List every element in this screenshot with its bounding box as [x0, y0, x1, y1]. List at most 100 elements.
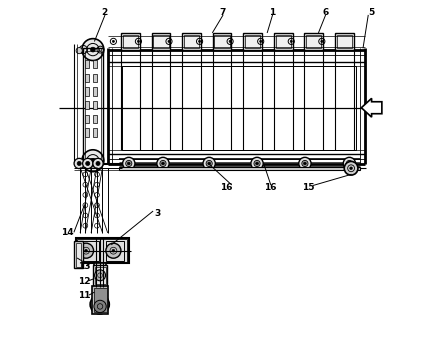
Circle shape — [321, 40, 323, 42]
Circle shape — [90, 295, 109, 314]
Bar — [93, 128, 97, 137]
Bar — [106, 241, 124, 261]
Circle shape — [168, 40, 170, 42]
Bar — [76, 243, 81, 267]
Circle shape — [346, 160, 353, 167]
Circle shape — [74, 158, 84, 169]
Bar — [86, 51, 101, 158]
Bar — [335, 33, 354, 50]
Circle shape — [344, 161, 358, 175]
Text: 16: 16 — [264, 183, 277, 192]
Bar — [85, 101, 89, 109]
FancyArrow shape — [361, 98, 382, 117]
Bar — [77, 239, 127, 262]
Bar — [95, 267, 105, 284]
Circle shape — [83, 158, 93, 169]
Circle shape — [299, 157, 311, 170]
Circle shape — [123, 157, 135, 170]
Bar — [123, 35, 138, 48]
Text: 6: 6 — [322, 9, 329, 17]
Bar — [153, 35, 168, 48]
Text: 5: 5 — [368, 9, 375, 17]
Circle shape — [90, 47, 95, 52]
Text: 14: 14 — [61, 228, 73, 237]
Circle shape — [304, 162, 306, 165]
Circle shape — [76, 48, 82, 54]
Text: 13: 13 — [78, 262, 91, 271]
Circle shape — [106, 243, 121, 258]
Circle shape — [95, 270, 105, 281]
Bar — [93, 74, 97, 82]
Circle shape — [157, 157, 169, 170]
Bar — [182, 33, 201, 50]
Bar — [276, 35, 291, 48]
Circle shape — [290, 40, 292, 42]
Circle shape — [251, 157, 263, 170]
Text: 7: 7 — [219, 9, 226, 17]
Text: 12: 12 — [78, 277, 91, 286]
Text: 3: 3 — [155, 209, 161, 218]
Bar — [94, 263, 106, 304]
Circle shape — [94, 300, 106, 313]
Bar — [93, 87, 97, 96]
Bar — [93, 101, 97, 109]
Bar — [305, 33, 323, 50]
Bar — [95, 265, 104, 303]
Bar — [74, 241, 83, 268]
Circle shape — [126, 160, 132, 167]
Circle shape — [348, 162, 351, 165]
Circle shape — [96, 161, 100, 166]
Circle shape — [90, 158, 95, 163]
Bar — [76, 238, 129, 263]
Bar — [184, 35, 199, 48]
Bar — [152, 33, 170, 50]
Circle shape — [82, 150, 104, 172]
Text: 1: 1 — [269, 9, 276, 17]
Circle shape — [199, 40, 200, 42]
Bar — [274, 33, 292, 50]
Bar — [85, 60, 89, 68]
Bar — [93, 60, 97, 68]
Bar — [94, 288, 107, 312]
Circle shape — [77, 161, 81, 166]
Bar — [92, 286, 108, 314]
Circle shape — [302, 160, 308, 167]
Bar — [121, 33, 140, 50]
Text: 15: 15 — [302, 183, 314, 192]
Circle shape — [112, 40, 114, 42]
Circle shape — [127, 162, 130, 165]
Circle shape — [208, 162, 210, 165]
Circle shape — [256, 162, 258, 165]
Text: 16: 16 — [220, 183, 232, 192]
Bar — [78, 241, 98, 261]
Bar — [83, 48, 103, 161]
Bar — [306, 35, 321, 48]
Bar — [337, 35, 352, 48]
Bar — [85, 74, 89, 82]
Circle shape — [97, 302, 102, 307]
Bar — [85, 87, 89, 96]
Circle shape — [112, 249, 115, 252]
Circle shape — [260, 40, 262, 42]
Bar — [214, 35, 230, 48]
Circle shape — [350, 167, 353, 170]
Text: 2: 2 — [102, 9, 108, 17]
Bar — [122, 66, 356, 150]
Circle shape — [82, 39, 104, 61]
Circle shape — [206, 160, 212, 167]
Circle shape — [254, 160, 260, 167]
Bar — [85, 128, 89, 137]
Text: 11: 11 — [78, 291, 91, 300]
Circle shape — [85, 249, 87, 252]
Bar — [85, 115, 89, 123]
Circle shape — [86, 161, 90, 166]
Circle shape — [343, 157, 356, 170]
Circle shape — [229, 40, 231, 42]
Bar — [243, 33, 262, 50]
Circle shape — [160, 160, 166, 167]
Bar — [93, 115, 97, 123]
Bar — [118, 167, 359, 170]
Bar — [213, 33, 232, 50]
Circle shape — [79, 243, 94, 258]
Circle shape — [162, 162, 164, 165]
